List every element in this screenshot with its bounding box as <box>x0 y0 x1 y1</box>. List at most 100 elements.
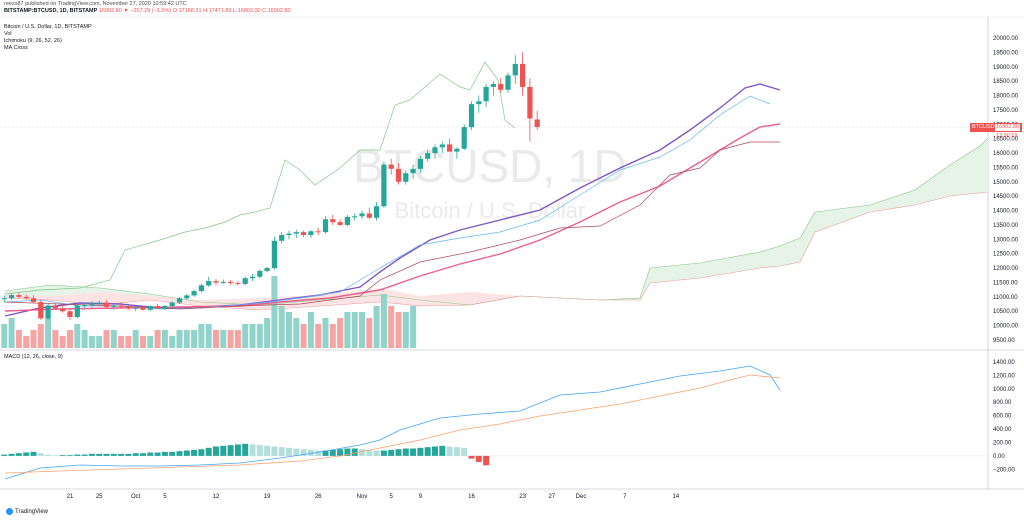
candle-body <box>176 298 183 303</box>
time-tick-label: 7 <box>623 494 627 500</box>
time-tick-label: 12 <box>213 494 220 500</box>
macd-hist-bar <box>37 453 44 456</box>
macd-hist-bar <box>118 453 125 456</box>
macd-axis[interactable]: 1400.00 1200.00 1000.00 800.00 600.00 400.00 2… <box>993 360 1016 473</box>
legend-ma-cross[interactable]: MA Cross <box>4 45 28 51</box>
candle-body <box>468 104 475 128</box>
candle-body <box>82 304 88 306</box>
volume-bar <box>242 324 249 348</box>
price-axis[interactable]: 20000.00 19500.00 19000.00 18500.00 18000.00… <box>993 36 1019 344</box>
candle-body <box>111 305 117 307</box>
volume-bar <box>161 330 168 348</box>
candle-body <box>67 311 73 317</box>
macd-hist-bar <box>483 455 490 466</box>
macd-hist-bar <box>234 444 241 456</box>
candle-body <box>403 173 409 182</box>
volume-bar <box>220 330 227 348</box>
time-tick-label: Oct <box>131 494 141 500</box>
volume-bar <box>37 324 44 348</box>
time-axis[interactable]: 21 25 Oct 5 12 19 26 Nov 5 9 16 23 27 Dec 7 14 <box>67 494 680 500</box>
legend-vol[interactable]: Vol <box>4 31 12 37</box>
candle-body <box>155 306 161 309</box>
legend-title[interactable]: Bitcoin / U.S. Dollar, 1D, BITSTAMP <box>4 24 92 30</box>
price-tick-label: 14500.00 <box>993 194 1019 200</box>
candle-body <box>242 278 248 284</box>
legend-ichimoku[interactable]: Ichimoku (9, 26, 52, 26) <box>4 38 62 44</box>
macd-hist-bar <box>388 449 395 456</box>
volume-bar <box>1 324 8 348</box>
candle-body <box>315 231 321 233</box>
volume-bar <box>234 330 241 348</box>
volume-bar <box>110 330 117 348</box>
volume-bar <box>388 306 395 348</box>
macd-tick-label: −200.00 <box>993 467 1016 473</box>
macd-hist-bar <box>74 454 81 456</box>
candle-body <box>308 231 314 236</box>
candle-body <box>257 270 263 277</box>
macd-hist-bar <box>183 450 190 456</box>
price-tick-label: 11000.00 <box>993 295 1018 301</box>
candle-body <box>147 306 153 310</box>
volume-bar <box>351 312 358 348</box>
candle-body <box>490 84 496 87</box>
macd-hist-bar <box>286 447 292 456</box>
volume-bar <box>213 330 219 348</box>
candle-body <box>184 295 190 299</box>
macd-hist-bar <box>191 449 198 456</box>
volume-bar <box>154 330 161 348</box>
macd-hist-bar <box>278 447 285 456</box>
candle-body <box>198 285 204 292</box>
candle-body <box>30 298 37 303</box>
price-tick-label: 16500.00 <box>993 137 1019 143</box>
price-tick-label: 13500.00 <box>993 223 1019 229</box>
time-tick-label: 16 <box>468 494 475 500</box>
candle-body <box>505 75 511 90</box>
low-value: L:16803.00 <box>233 8 261 14</box>
candle-body <box>74 305 80 317</box>
volume-bar <box>329 324 336 348</box>
candle-body <box>38 302 44 319</box>
macd-hist-bar <box>1 454 8 456</box>
candle-body <box>228 281 234 284</box>
macd-hist-bar <box>213 446 219 456</box>
candle-body <box>45 305 51 319</box>
time-tick-label: 9 <box>419 494 423 500</box>
candle-body <box>366 213 372 218</box>
price-tag-value: 16902.80 <box>995 124 1020 131</box>
macd-hist-bar <box>103 453 110 456</box>
footer-brand[interactable]: TradingView <box>6 508 48 515</box>
open-value: O:17168.31 <box>172 8 202 14</box>
volume-bar <box>147 336 154 348</box>
volume-bar <box>52 330 59 348</box>
price-tick-label: 15500.00 <box>993 165 1019 171</box>
time-tick-label: 27 <box>548 494 555 500</box>
macd-hist-bar <box>249 444 256 456</box>
candle-body <box>293 232 299 234</box>
macd-hist-bar <box>417 447 424 456</box>
candle-body <box>249 276 256 279</box>
volume-bar <box>286 312 292 348</box>
candle-body <box>9 295 15 299</box>
volume-bar <box>183 330 190 348</box>
time-tick-label: Dec <box>576 494 587 500</box>
macd-hist-bar <box>322 450 329 456</box>
kijun-line <box>4 141 780 310</box>
candle-body <box>359 213 365 217</box>
candle-body <box>235 283 241 285</box>
macd-hist-bar <box>198 449 205 456</box>
macd-hist-bar <box>380 450 387 456</box>
volume-bar <box>264 318 271 348</box>
candle-body <box>169 302 175 307</box>
macd-hist-bar <box>264 445 271 456</box>
macd-hist-bar <box>169 451 176 456</box>
candle-body <box>520 63 526 87</box>
candle-body <box>118 305 124 307</box>
volume-bar <box>74 324 81 348</box>
volume-bar <box>249 324 256 348</box>
macd-hist-bar <box>23 452 30 456</box>
time-tick-label: 5 <box>390 494 394 500</box>
legend-macd[interactable]: MACD (12, 26, close, 9) <box>4 354 63 360</box>
candle-body <box>89 303 95 305</box>
volume-bar <box>410 306 417 348</box>
